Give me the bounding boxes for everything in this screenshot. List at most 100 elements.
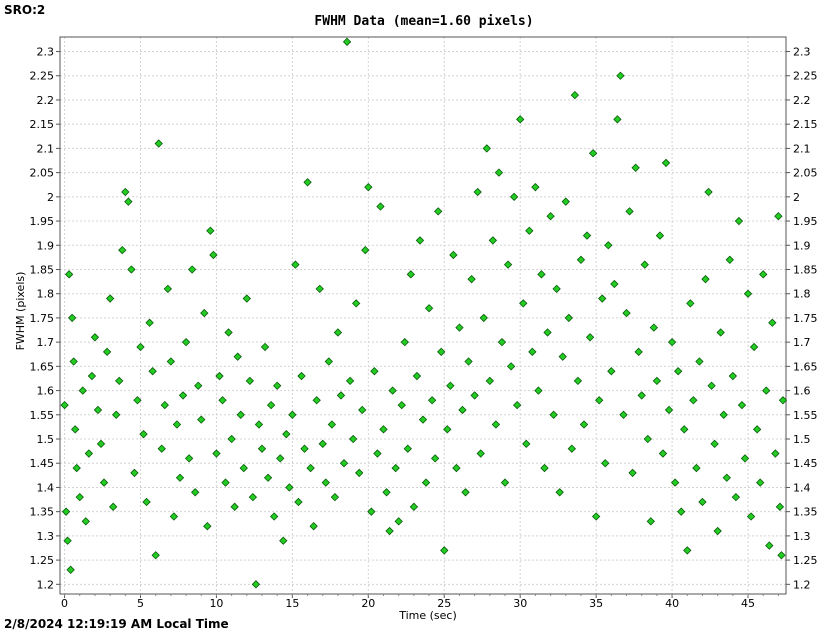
data-point <box>695 357 704 366</box>
data-point <box>160 400 169 410</box>
data-point <box>157 444 166 453</box>
data-point <box>768 318 777 327</box>
data-point <box>692 463 701 473</box>
data-point <box>345 376 355 386</box>
data-point <box>279 536 288 545</box>
data-point <box>683 546 692 555</box>
data-point <box>661 158 671 168</box>
y-tick-label-left: 1.85 <box>30 263 55 276</box>
data-point <box>71 425 80 434</box>
data-point <box>743 289 753 298</box>
timestamp-label: 2/8/2024 12:19:19 AM Local Time <box>4 617 229 631</box>
data-point <box>397 400 406 410</box>
data-point <box>464 357 473 366</box>
y-tick-label-left: 2.05 <box>30 167 55 180</box>
data-point <box>488 236 498 245</box>
data-point <box>440 546 449 555</box>
y-tick-label-right: 1.45 <box>793 457 818 470</box>
y-tick-label-right: 1.8 <box>793 288 811 301</box>
data-point <box>725 255 734 264</box>
data-point <box>115 376 124 386</box>
data-point <box>670 478 680 487</box>
data-point <box>734 216 744 226</box>
data-point <box>677 507 686 516</box>
data-point <box>203 522 212 531</box>
data-point <box>537 270 546 279</box>
data-point <box>233 352 242 361</box>
data-point <box>145 318 154 327</box>
data-point <box>778 396 788 405</box>
y-tick-label-left: 1.95 <box>30 215 55 228</box>
source-label: SRO:2 <box>4 3 46 17</box>
data-point <box>75 492 84 502</box>
data-point <box>446 381 455 390</box>
data-point <box>434 207 443 216</box>
x-tick-label: 15 <box>285 597 299 610</box>
data-point <box>67 313 77 323</box>
data-point <box>427 396 437 405</box>
x-tick-label: 30 <box>513 597 527 610</box>
data-point <box>133 396 142 405</box>
data-point <box>312 396 321 405</box>
data-point <box>461 488 470 497</box>
data-point <box>127 265 136 274</box>
data-point <box>707 381 716 390</box>
data-point <box>184 454 194 463</box>
data-point <box>777 551 786 560</box>
data-point <box>631 163 640 172</box>
y-tick-label-right: 1.4 <box>793 481 811 494</box>
data-point <box>500 478 510 487</box>
data-point <box>658 449 668 458</box>
data-point <box>373 449 382 458</box>
y-tick-label-left: 1.7 <box>37 336 55 349</box>
x-axis: 0 5 10 15 20 25 30 35 40 45 <box>61 594 779 610</box>
data-point <box>81 517 90 526</box>
data-point <box>479 313 488 323</box>
data-point <box>622 308 631 318</box>
data-point <box>400 337 409 347</box>
data-point <box>430 454 440 463</box>
y-axis-right: 1.2 1.25 1.3 1.35 1.4 1.45 1.5 1.55 1.6 1.65 1.7 1.… <box>786 46 818 591</box>
data-point <box>628 468 637 478</box>
y-tick-label-left: 2.1 <box>37 142 55 155</box>
data-point <box>197 415 206 424</box>
data-point <box>63 536 72 545</box>
data-point <box>263 473 273 482</box>
data-point <box>154 139 163 148</box>
y-tick-label-right: 1.6 <box>793 385 811 398</box>
y-tick-label-left: 1.5 <box>37 433 55 446</box>
data-point <box>634 347 643 356</box>
y-tick-label-left: 2.2 <box>37 94 55 107</box>
y-tick-label-right: 2.3 <box>793 46 811 59</box>
data-point <box>585 333 595 342</box>
data-point <box>194 381 203 390</box>
data-point <box>251 580 261 589</box>
data-point <box>519 299 528 308</box>
y-tick-label-left: 2.3 <box>37 46 55 59</box>
data-point <box>151 551 160 560</box>
data-point <box>437 347 446 356</box>
data-point <box>771 449 780 458</box>
data-point <box>291 260 300 269</box>
data-point <box>497 337 507 347</box>
y-tick-label-left: 1.9 <box>37 239 55 252</box>
data-point <box>367 507 376 516</box>
data-point <box>269 512 279 521</box>
x-tick-label: 40 <box>665 597 679 610</box>
data-point <box>616 71 625 80</box>
data-point <box>300 444 309 453</box>
data-point <box>221 478 230 487</box>
data-point <box>388 386 397 395</box>
data-point <box>248 492 258 502</box>
y-tick-label-right: 1.25 <box>793 554 818 567</box>
data-point <box>513 400 522 410</box>
data-point <box>775 502 785 511</box>
data-point <box>227 434 236 444</box>
y-tick-label-left: 2 <box>47 191 54 204</box>
data-point <box>610 279 619 289</box>
data-point <box>470 391 479 400</box>
data-point <box>282 429 291 439</box>
data-point <box>601 459 610 468</box>
data-point <box>595 396 604 405</box>
data-point <box>756 478 765 487</box>
